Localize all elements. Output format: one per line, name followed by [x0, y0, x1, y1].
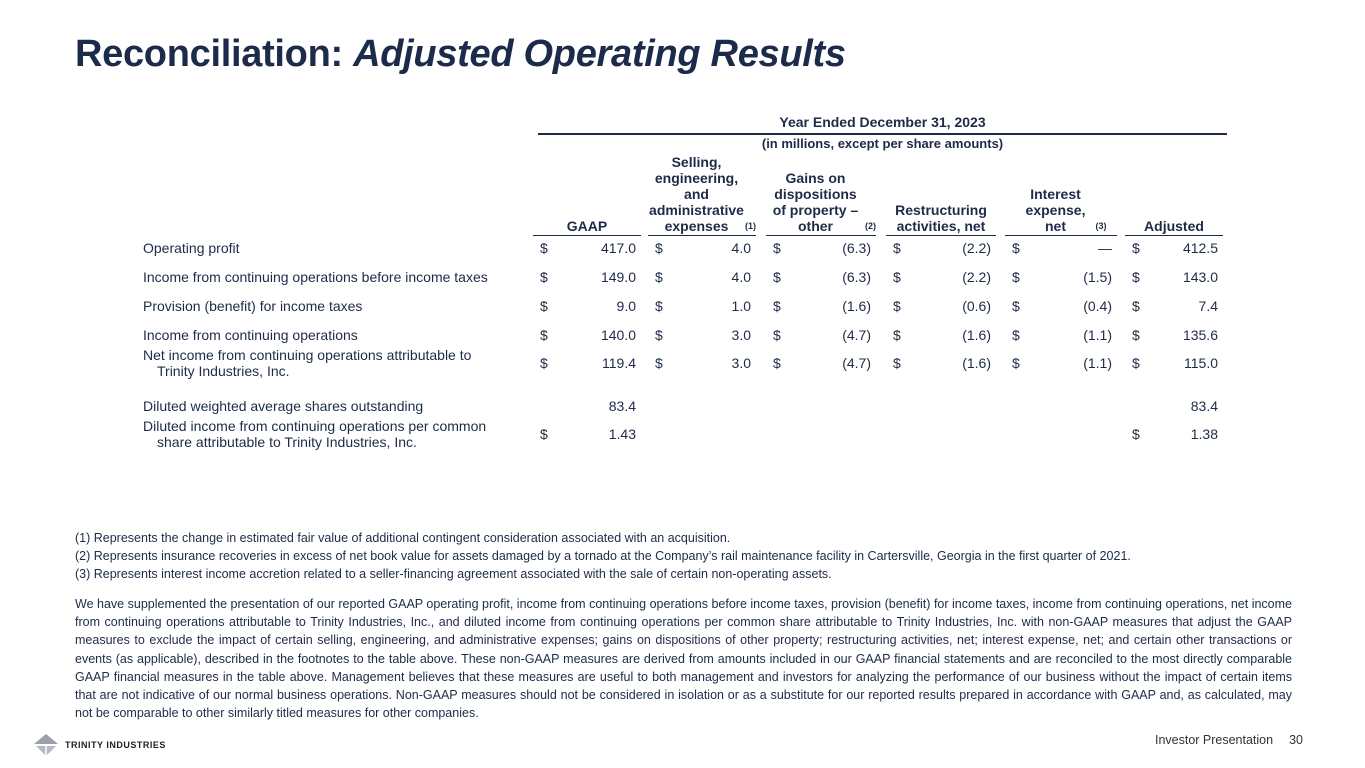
table-cell: $115.0 [1132, 355, 1218, 371]
row-label: Income from continuing operations [143, 327, 358, 343]
table-cell: $9.0 [540, 298, 636, 314]
table-cell: $ — [1012, 240, 1112, 256]
row-label: Diluted income from continuing operation… [143, 418, 487, 450]
footnote: (3) Represents interest income accretion… [75, 567, 832, 581]
row-label: Income from continuing operations before… [143, 269, 488, 285]
table-cell: $135.6 [1132, 327, 1218, 343]
period-header: Year Ended December 31, 2023 [538, 114, 1227, 135]
table-cell: $119.4 [540, 355, 636, 371]
table-cell: 83.4 [1190, 398, 1218, 414]
units-header: (in millions, except per share amounts) [761, 136, 1004, 151]
footnotes: (1) Represents the change in estimated f… [75, 529, 1292, 583]
table-cell: $3.0 [655, 355, 751, 371]
row-label: Net income from continuing operations at… [143, 347, 472, 379]
table-cell: $417.0 [540, 240, 636, 256]
table-cell: $4.0 [655, 269, 751, 285]
table-cell: $ (1.6) [893, 355, 991, 371]
table-cell: $ (2.2) [893, 269, 991, 285]
company-logo: TRINITY INDUSTRIES [33, 733, 166, 757]
table-cell: $7.4 [1132, 298, 1218, 314]
table-cell: $ (1.6) [893, 327, 991, 343]
table-cell: $ (1.5) [1012, 269, 1112, 285]
table-cell: $1.38 [1132, 426, 1218, 442]
row-label: Diluted weighted average shares outstand… [143, 398, 424, 414]
table-cell: $4.0 [655, 240, 751, 256]
page-title: Reconciliation: Adjusted Operating Resul… [75, 33, 846, 75]
table-cell: $ (1.1) [1012, 327, 1112, 343]
table-cell: $412.5 [1132, 240, 1218, 256]
non-gaap-disclosure: We have supplemented the presentation of… [75, 597, 1292, 721]
column-header: Selling, engineering, and administrative… [648, 150, 756, 236]
table-cell: $ (1.1) [1012, 355, 1112, 371]
trinity-logo-icon [34, 734, 58, 756]
row-label: Provision (benefit) for income taxes [143, 298, 363, 314]
column-header: Restructuring activities, net [886, 150, 996, 236]
table-cell: $ (2.2) [893, 240, 991, 256]
table-cell: $ (1.6) [773, 298, 871, 314]
table-cell: $ (4.7) [773, 327, 871, 343]
column-header: Gains on dispositions of property – othe… [766, 150, 876, 236]
table-cell: $ (4.7) [773, 355, 871, 371]
table-cell: $ (0.6) [893, 298, 991, 314]
column-header: Interest expense, net (3) [1005, 150, 1117, 236]
table-cell: $140.0 [540, 327, 636, 343]
footnote: (2) Represents insurance recoveries in e… [75, 549, 1131, 563]
table-cell: $ (6.3) [773, 269, 871, 285]
table-cell: 83.4 [608, 398, 636, 414]
table-cell: $3.0 [655, 327, 751, 343]
table-cell: $149.0 [540, 269, 636, 285]
table-cell: $1.43 [540, 426, 636, 442]
table-cell: $ (6.3) [773, 240, 871, 256]
column-header: Adjusted [1125, 150, 1223, 236]
footnote: (1) Represents the change in estimated f… [75, 531, 731, 545]
table-cell: $1.0 [655, 298, 751, 314]
table-cell: $143.0 [1132, 269, 1218, 285]
row-label: Operating profit [143, 240, 240, 256]
column-header: GAAP [533, 150, 641, 236]
footer: Investor Presentation 30 [1154, 733, 1303, 747]
table-cell: $ (0.4) [1012, 298, 1112, 314]
